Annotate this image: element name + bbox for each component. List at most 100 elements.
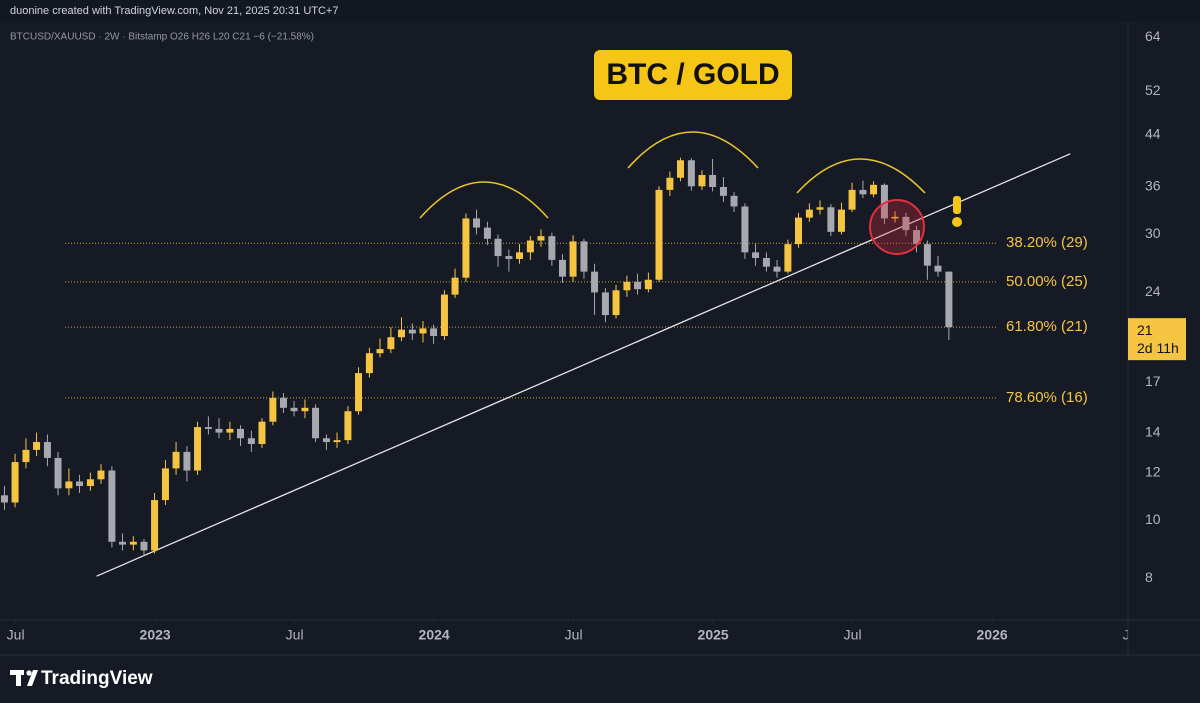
candle-body <box>129 541 137 545</box>
candle-body <box>945 271 953 328</box>
candle-body <box>86 479 94 487</box>
exclamation-icon <box>953 196 961 214</box>
candle-body <box>870 184 878 195</box>
x-tick-label: Jul <box>286 627 304 643</box>
candle-body <box>827 207 835 232</box>
candle-body <box>548 236 556 260</box>
candle-body <box>204 427 212 429</box>
candle-body <box>762 257 770 267</box>
candle-body <box>913 230 921 245</box>
candle-body <box>698 175 706 187</box>
price-axis: 8 10 12 14 17 24 30 36 44 52 64 21 2d 11h <box>1128 28 1186 585</box>
candle-body <box>709 175 717 187</box>
shoulder-arc <box>796 158 926 194</box>
candle-body <box>333 440 341 443</box>
candle-body <box>408 329 416 334</box>
candle-body <box>376 349 384 354</box>
candle-body <box>269 397 277 422</box>
candle-body <box>494 238 502 257</box>
plot-area: 38.20% (29) 50.00% (25) 61.80% (21) 78.60% … <box>0 153 1088 577</box>
price-tag-countdown: 2d 11h <box>1137 340 1179 356</box>
candle-body <box>183 451 191 471</box>
candle-body <box>172 451 180 469</box>
y-tick-label: 17 <box>1145 373 1161 389</box>
candle-body <box>805 209 813 218</box>
y-tick-label: 8 <box>1145 569 1153 585</box>
brand-logo <box>10 670 38 686</box>
candle-body <box>634 281 642 290</box>
candle-body <box>43 442 51 458</box>
candle-body <box>54 457 62 489</box>
candle-body <box>569 241 577 277</box>
brand-name: TradingView <box>41 668 153 689</box>
price-tag-value: 21 <box>1137 322 1153 338</box>
x-tick-label: Jul <box>844 627 862 643</box>
x-tick-label: Jul <box>7 627 25 643</box>
y-tick-label: 44 <box>1145 126 1161 142</box>
candle-body <box>591 271 599 293</box>
candle-body <box>387 337 395 350</box>
candle-body <box>816 207 824 210</box>
candle-body <box>33 442 41 450</box>
candle-body <box>140 541 148 551</box>
candle-body <box>290 407 298 412</box>
candle-body <box>11 462 19 503</box>
head-arc <box>627 131 759 169</box>
y-tick-label: 64 <box>1145 28 1161 44</box>
x-tick-label: 2026 <box>977 627 1008 643</box>
candle-body <box>666 177 674 190</box>
candle-body <box>859 189 867 195</box>
candle-body <box>891 216 899 219</box>
candle-body <box>612 290 620 316</box>
candle-body <box>397 329 405 338</box>
candle-body <box>923 244 931 266</box>
candle-body <box>451 277 459 295</box>
candle-body <box>344 411 352 441</box>
candle-body <box>215 428 223 433</box>
candle-body <box>226 428 234 433</box>
candle-body <box>419 328 427 334</box>
chart-title: BTC / GOLD <box>606 58 779 91</box>
candle-body <box>558 259 566 277</box>
candle-body <box>848 189 856 210</box>
candle-body <box>161 468 169 501</box>
candle-body <box>537 236 545 241</box>
candle-body <box>194 427 202 471</box>
candle-body <box>118 541 126 545</box>
candle-body <box>580 241 588 272</box>
candle-body <box>730 195 738 207</box>
candle-body <box>108 470 116 542</box>
y-tick-label: 12 <box>1145 463 1161 479</box>
candle-body <box>312 407 320 439</box>
candle-body <box>279 397 287 408</box>
shoulder-arc <box>419 181 549 219</box>
x-tick-label: 2023 <box>140 627 171 643</box>
candle-body <box>623 281 631 291</box>
title-box <box>594 50 792 100</box>
exclamation-icon <box>952 217 962 227</box>
candle-body <box>430 328 438 336</box>
candle-body <box>151 500 159 551</box>
candle-body <box>837 209 845 232</box>
candle-body <box>258 421 266 444</box>
candle-body <box>473 218 481 228</box>
candle-body <box>752 252 760 258</box>
candle-body <box>355 373 363 412</box>
candle-body <box>301 407 309 412</box>
candle-body <box>795 217 802 245</box>
candle-body <box>322 438 330 443</box>
y-tick-label: 52 <box>1145 82 1161 98</box>
candle-body <box>236 428 244 439</box>
candle-body <box>65 481 73 489</box>
fib-label: 50.00% (25) <box>1006 273 1088 290</box>
candle-body <box>773 266 781 272</box>
symbol-legend: BTCUSD/XAUUSD · 2W · Bitstamp O26 H26 L2… <box>10 32 314 43</box>
time-axis: Jul2023Jul2024Jul2025Jul2026Jul <box>7 620 1141 643</box>
candle-body <box>741 206 749 253</box>
price-tag <box>1128 318 1186 361</box>
credit: duonine created with TradingView.com, No… <box>10 5 338 17</box>
candle-body <box>462 218 470 278</box>
candle-body <box>526 240 534 253</box>
candle-body <box>0 495 8 503</box>
candle-body <box>483 227 491 239</box>
